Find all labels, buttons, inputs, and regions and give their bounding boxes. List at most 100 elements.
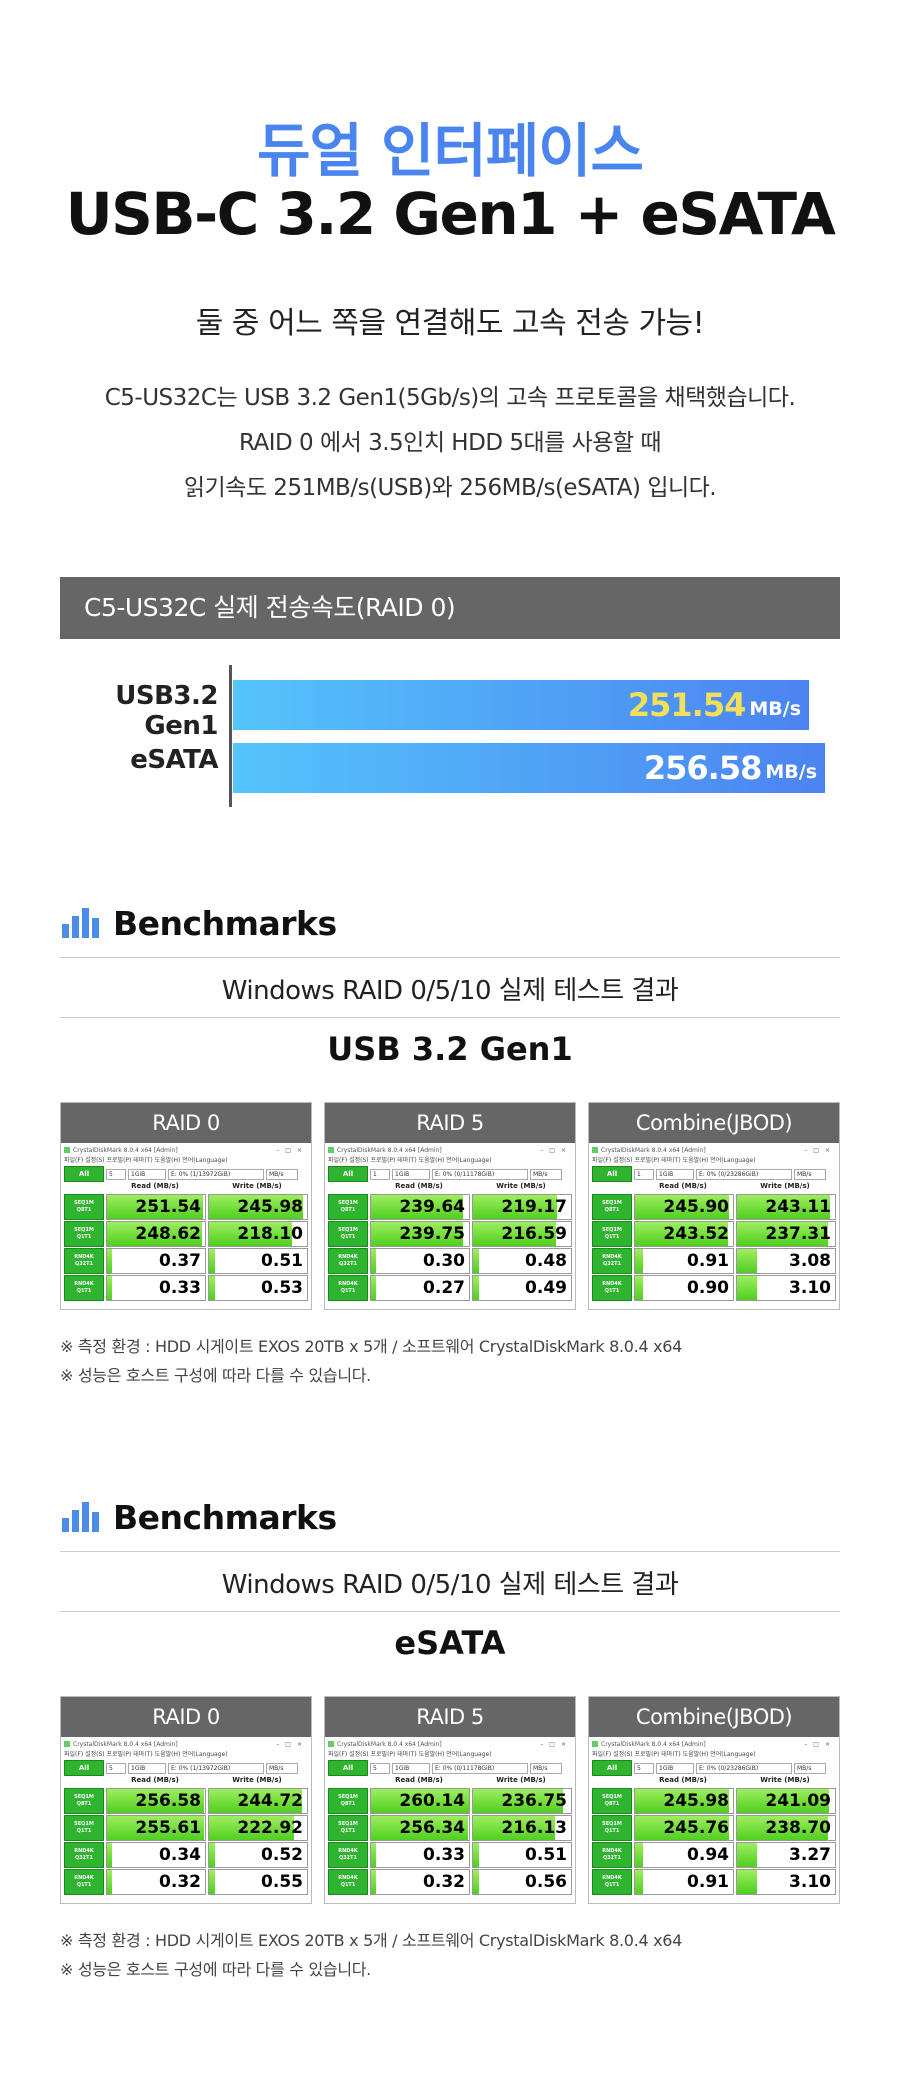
test-button[interactable]: SEQ1M Q1T1 <box>328 1221 368 1247</box>
read-value: 248.62 <box>135 1224 201 1244</box>
all-button[interactable]: All <box>64 1760 104 1776</box>
benchmark-row: RND4K Q1T1 0.32 0.55 <box>64 1869 308 1895</box>
read-cell: 256.34 <box>370 1815 470 1841</box>
test-button[interactable]: RND4K Q32T1 <box>592 1248 632 1274</box>
test-button[interactable]: SEQ1M Q1T1 <box>592 1221 632 1247</box>
column-headers: Read (MB/s) Write (MB/s) <box>328 1182 572 1193</box>
all-button[interactable]: All <box>328 1760 368 1776</box>
test-button[interactable]: RND4K Q32T1 <box>64 1248 104 1274</box>
all-button[interactable]: All <box>592 1166 632 1182</box>
controls-row: All 5 1GiB E: 0% (0/11178GiB) MB/s <box>328 1760 572 1776</box>
test-button[interactable]: RND4K Q1T1 <box>64 1869 104 1895</box>
test-button[interactable]: SEQ1M Q8T1 <box>328 1194 368 1220</box>
test-button[interactable]: SEQ1M Q1T1 <box>592 1815 632 1841</box>
unit-select[interactable]: MB/s <box>266 1762 298 1774</box>
test-button[interactable]: RND4K Q32T1 <box>64 1842 104 1868</box>
size-select[interactable]: 1GiB <box>656 1762 694 1774</box>
count-select[interactable]: 5 <box>106 1762 126 1774</box>
test-button[interactable]: SEQ1M Q8T1 <box>64 1194 104 1220</box>
test-button[interactable]: SEQ1M Q8T1 <box>328 1788 368 1814</box>
write-fill-bar <box>209 1789 303 1813</box>
size-select[interactable]: 1GiB <box>392 1762 430 1774</box>
divider <box>60 957 840 958</box>
count-select[interactable]: 5 <box>106 1168 126 1180</box>
size-select[interactable]: 1GiB <box>656 1168 694 1180</box>
drive-select[interactable]: E: 0% (0/23286GiB) <box>696 1168 792 1180</box>
test-label-2: Q32T1 <box>338 1855 358 1861</box>
write-cell: 244.72 <box>208 1788 308 1814</box>
write-fill-bar <box>473 1870 479 1894</box>
write-header: Write (MB/s) <box>760 1182 810 1190</box>
drive-select[interactable]: E: 0% (0/11178GiB) <box>432 1762 528 1774</box>
desc-line: C5-US32C는 USB 3.2 Gen1(5Gb/s)의 고속 프로토콜을 … <box>104 385 796 411</box>
write-fill-bar <box>209 1195 304 1219</box>
count-select[interactable]: 5 <box>634 1762 654 1774</box>
write-fill-bar <box>209 1870 215 1894</box>
write-value: 245.98 <box>237 1197 303 1217</box>
all-button[interactable]: All <box>64 1166 104 1182</box>
write-fill-bar <box>737 1195 831 1219</box>
size-select[interactable]: 1GiB <box>128 1762 166 1774</box>
all-button[interactable]: All <box>592 1760 632 1776</box>
window-title: CrystalDiskMark 8.0.4 x64 [Admin] <box>73 1740 178 1748</box>
test-label-1: SEQ1M <box>602 1227 622 1233</box>
test-button[interactable]: RND4K Q1T1 <box>328 1869 368 1895</box>
benchmark-row: RND4K Q32T1 0.91 3.08 <box>592 1248 836 1274</box>
drive-select[interactable]: E: 0% (1/13972GiB) <box>168 1168 264 1180</box>
unit-select[interactable]: MB/s <box>266 1168 298 1180</box>
drive-select[interactable]: E: 0% (1/13972GiB) <box>168 1762 264 1774</box>
test-button[interactable]: SEQ1M Q8T1 <box>64 1788 104 1814</box>
size-select[interactable]: 1GiB <box>392 1168 430 1180</box>
write-fill-bar <box>473 1249 479 1273</box>
interface-title: USB 3.2 Gen1 <box>327 1030 573 1068</box>
read-fill-bar <box>635 1843 643 1867</box>
app-icon <box>64 1741 70 1747</box>
benchmark-row: SEQ1M Q8T1 256.58 244.72 <box>64 1788 308 1814</box>
hero-description: C5-US32C는 USB 3.2 Gen1(5Gb/s)의 고속 프로토콜을 … <box>0 376 900 511</box>
write-value: 3.10 <box>789 1278 831 1298</box>
write-value: 219.17 <box>501 1197 567 1217</box>
read-fill-bar <box>107 1249 112 1273</box>
test-label-2: Q1T1 <box>76 1234 92 1240</box>
unit-select[interactable]: MB/s <box>794 1762 826 1774</box>
read-cell: 245.76 <box>634 1815 734 1841</box>
test-label-2: Q1T1 <box>340 1828 356 1834</box>
test-label-2: Q32T1 <box>74 1261 94 1267</box>
read-value: 0.27 <box>423 1278 465 1298</box>
window-controls-icon: –□× <box>276 1146 308 1154</box>
read-cell: 248.62 <box>106 1221 206 1247</box>
test-button[interactable]: RND4K Q1T1 <box>328 1275 368 1301</box>
unit-select[interactable]: MB/s <box>794 1168 826 1180</box>
size-select[interactable]: 1GiB <box>128 1168 166 1180</box>
all-button[interactable]: All <box>328 1166 368 1182</box>
drive-select[interactable]: E: 0% (0/23286GiB) <box>696 1762 792 1774</box>
unit-select[interactable]: MB/s <box>530 1168 562 1180</box>
window-title-wrap: CrystalDiskMark 8.0.4 x64 [Admin] <box>64 1741 178 1748</box>
drive-select[interactable]: E: 0% (0/11178GiB) <box>432 1168 528 1180</box>
test-label-2: Q1T1 <box>76 1882 92 1888</box>
count-select[interactable]: 5 <box>370 1762 390 1774</box>
test-button[interactable]: SEQ1M Q1T1 <box>328 1815 368 1841</box>
count-select[interactable]: 1 <box>634 1168 654 1180</box>
test-button[interactable]: RND4K Q1T1 <box>64 1275 104 1301</box>
benchmark-panel: Combine(JBOD) CrystalDiskMark 8.0.4 x64 [… <box>588 1102 840 1310</box>
write-cell: 218.10 <box>208 1221 308 1247</box>
read-cell: 0.33 <box>370 1842 470 1868</box>
test-button[interactable]: RND4K Q32T1 <box>592 1842 632 1868</box>
benchmark-row: RND4K Q1T1 0.33 0.53 <box>64 1275 308 1301</box>
test-button[interactable]: SEQ1M Q8T1 <box>592 1194 632 1220</box>
unit-select[interactable]: MB/s <box>530 1762 562 1774</box>
test-button[interactable]: SEQ1M Q8T1 <box>592 1788 632 1814</box>
test-button[interactable]: RND4K Q32T1 <box>328 1842 368 1868</box>
test-button[interactable]: RND4K Q1T1 <box>592 1275 632 1301</box>
bar-chart-icon-bar <box>72 1510 79 1532</box>
write-value: 0.55 <box>261 1872 303 1892</box>
count-select[interactable]: 1 <box>370 1168 390 1180</box>
test-button[interactable]: RND4K Q1T1 <box>592 1869 632 1895</box>
test-button[interactable]: SEQ1M Q1T1 <box>64 1221 104 1247</box>
test-button[interactable]: RND4K Q32T1 <box>328 1248 368 1274</box>
test-button[interactable]: SEQ1M Q1T1 <box>64 1815 104 1841</box>
read-cell: 0.94 <box>634 1842 734 1868</box>
read-cell: 245.98 <box>634 1788 734 1814</box>
benchmark-panel: RAID 5 CrystalDiskMark 8.0.4 x64 [Admin] –… <box>324 1696 576 1904</box>
